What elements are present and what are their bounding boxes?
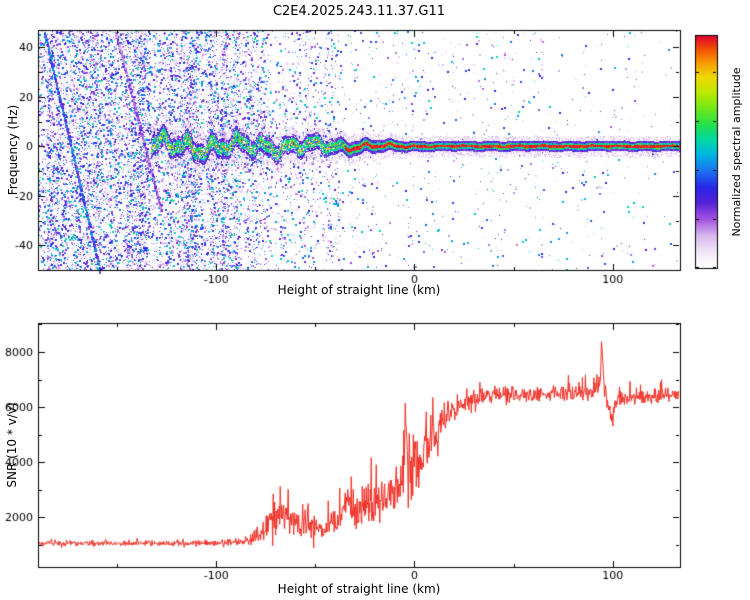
spectrogram-xaxis-label: Height of straight line (km) bbox=[277, 283, 441, 297]
spectrogram-canvas bbox=[0, 22, 750, 284]
snr-xaxis-label: Height of straight line (km) bbox=[277, 582, 441, 596]
spectrogram-yaxis-label: Frequency (Hz) bbox=[6, 104, 20, 196]
colorbar-label: Normalized spectral amplitude bbox=[730, 67, 743, 237]
snr-canvas bbox=[0, 310, 750, 600]
figure-title: C2E4.2025.243.11.37.G11 bbox=[272, 4, 446, 19]
snr-yaxis-label: SNR (10 * v/v) bbox=[5, 402, 19, 488]
